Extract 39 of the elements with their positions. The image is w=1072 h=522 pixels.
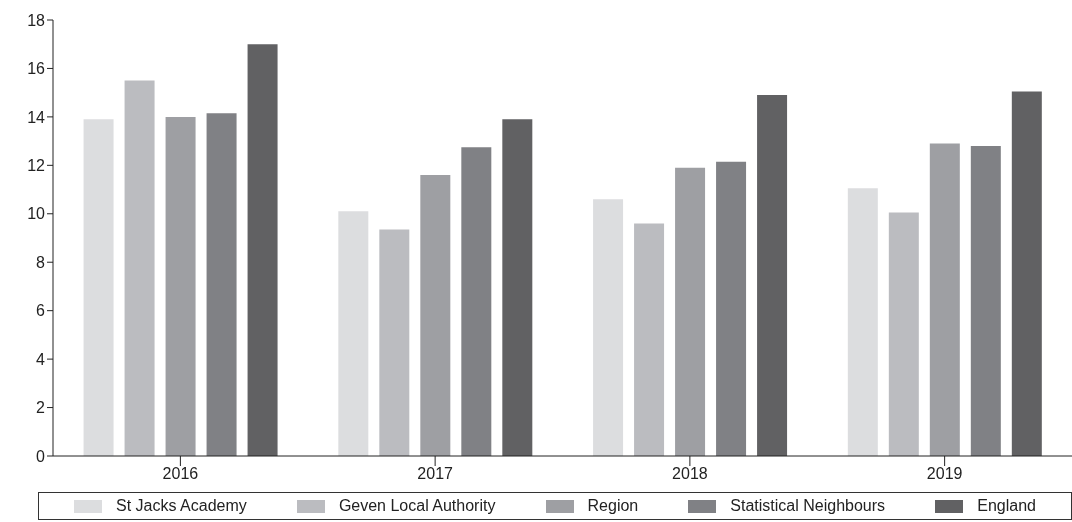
bar (124, 80, 155, 456)
bar (502, 119, 533, 456)
bar (83, 119, 114, 456)
bar (593, 199, 624, 456)
bar (461, 147, 492, 456)
bar (675, 167, 706, 456)
y-tick-label: 10 (27, 205, 46, 223)
legend-label: St Jacks Academy (116, 497, 247, 515)
y-tick-label: 0 (36, 447, 46, 465)
legend-label: England (977, 497, 1036, 515)
x-tick-label: 2016 (162, 465, 199, 483)
y-tick-label: 16 (27, 60, 46, 78)
y-tick-label: 12 (27, 157, 46, 175)
y-tick-label: 6 (36, 302, 46, 320)
y-tick-label: 18 (27, 11, 46, 29)
bar (338, 211, 369, 456)
y-tick-label: 4 (36, 350, 46, 368)
x-tick-label: 2019 (926, 465, 963, 483)
x-tick-label: 2018 (672, 465, 708, 483)
bar (247, 44, 278, 456)
y-tick-label: 2 (36, 399, 46, 417)
legend-label: Geven Local Authority (338, 497, 496, 515)
bar (757, 95, 788, 456)
bar (888, 212, 919, 456)
bar (847, 188, 878, 456)
bar (634, 223, 665, 456)
bar (165, 116, 196, 456)
bar (379, 229, 410, 456)
y-tick-label: 14 (27, 108, 46, 126)
legend-label: Statistical Neighbours (730, 497, 886, 515)
bar (929, 143, 960, 456)
bar (1011, 91, 1042, 456)
bar (206, 113, 237, 456)
bar (970, 145, 1001, 456)
x-tick-label: 2017 (417, 465, 454, 483)
y-tick-label: 8 (36, 253, 46, 271)
legend-label: Region (587, 497, 639, 515)
bar (716, 161, 747, 456)
bar (420, 175, 451, 456)
